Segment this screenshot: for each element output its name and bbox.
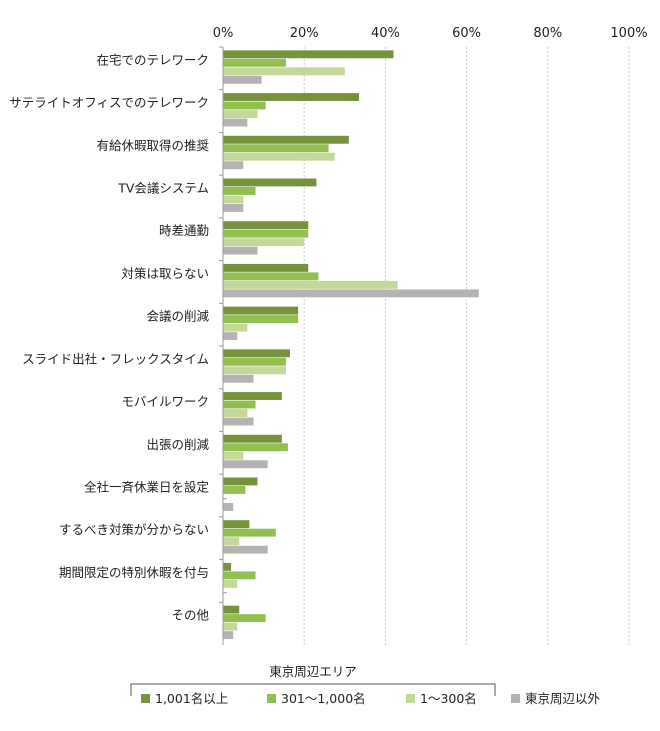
bar: [223, 451, 244, 460]
x-tick-label: 80%: [533, 26, 562, 41]
x-tick-labels: 0% 20% 40% 60% 80% 100%: [213, 26, 648, 41]
category-label: モバイルワーク: [121, 394, 209, 409]
bar: [223, 417, 254, 426]
bar: [223, 118, 248, 127]
x-tick-label: 40%: [371, 26, 400, 41]
bar: [223, 67, 345, 76]
bar: [223, 443, 288, 452]
legend-label: 1,001名以上: [155, 691, 228, 706]
category-label: 会議の削減: [146, 309, 209, 324]
bar: [223, 579, 238, 588]
bar: [223, 58, 286, 67]
bar: [223, 503, 234, 511]
bar: [223, 357, 286, 366]
category-label: 対策は取らない: [121, 266, 209, 281]
bar: [223, 289, 479, 298]
bar: [223, 434, 282, 443]
category-label: 有給休暇取得の推奨: [96, 138, 209, 153]
bar: [223, 50, 394, 59]
bar: [223, 110, 258, 118]
bar: [223, 272, 319, 281]
category-label: 時差通勤: [159, 223, 209, 238]
bars: [223, 50, 479, 640]
bar: [223, 101, 266, 110]
category-label: 期間限定の特別休暇を付与: [59, 565, 209, 580]
bar: [223, 93, 360, 101]
bar: [223, 477, 258, 486]
bar: [223, 144, 329, 153]
category-label: スライド出社・フレックスタイム: [22, 351, 209, 366]
bar: [223, 229, 309, 238]
bar: [223, 631, 234, 640]
bar: [223, 195, 244, 204]
bar: [223, 605, 240, 614]
bar: [223, 178, 317, 187]
bar: [223, 323, 248, 332]
category-label: サテライトオフィスでのテレワーク: [9, 95, 209, 110]
category-label: 在宅でのテレワーク: [96, 52, 209, 67]
bar: [223, 187, 256, 195]
bar: [223, 537, 240, 546]
bar: [223, 238, 305, 247]
bar: [223, 392, 282, 400]
category-label: TV会議システム: [117, 181, 209, 196]
bar: [223, 562, 232, 571]
bar: [223, 528, 276, 537]
legend-group-bracket: [130, 683, 496, 696]
bar: [223, 520, 250, 529]
bar: [223, 622, 238, 631]
category-label: その他: [171, 608, 209, 623]
bar: [223, 460, 268, 469]
bar: [223, 306, 299, 315]
bar: [223, 204, 244, 212]
bar: [223, 409, 248, 417]
legend-swatch: [406, 694, 415, 703]
bar: [223, 315, 299, 324]
bar: [223, 374, 254, 383]
bar: [223, 332, 238, 341]
bar: [223, 545, 268, 554]
legend-swatch: [267, 694, 276, 703]
bar: [223, 614, 266, 623]
x-tick-label: 100%: [610, 26, 647, 41]
category-label: するべき対策が分からない: [59, 522, 209, 537]
x-tick-label: 60%: [452, 26, 481, 41]
bar: [223, 486, 246, 494]
bar: [223, 280, 398, 289]
legend-label: 301～1,000名: [281, 691, 366, 706]
legend-label: 1～300名: [420, 691, 477, 706]
legend-label: 東京周辺以外: [525, 691, 601, 706]
bar: [223, 263, 309, 272]
legend-group-label: 東京周辺エリア: [269, 664, 357, 679]
category-label: 出張の削減: [146, 437, 209, 452]
legend-swatch: [511, 694, 520, 703]
x-tick-label: 0%: [213, 26, 234, 41]
bar: [223, 152, 335, 161]
legend: 東京周辺エリア 1,001名以上 301～1,000名 1～300名 東京周辺以外: [130, 664, 601, 706]
gridlines: [219, 46, 630, 645]
x-tick-label: 20%: [290, 26, 319, 41]
legend-swatch: [141, 694, 150, 703]
bar: [223, 246, 258, 255]
category-label: 全社一斉休業日を設定: [84, 480, 209, 495]
bar: [223, 571, 256, 580]
bar: [223, 221, 309, 230]
bar: [223, 366, 286, 375]
bar: [223, 400, 256, 409]
bar: [223, 349, 290, 358]
bar: [223, 75, 262, 84]
bar: [223, 135, 349, 144]
bar: [223, 161, 244, 170]
